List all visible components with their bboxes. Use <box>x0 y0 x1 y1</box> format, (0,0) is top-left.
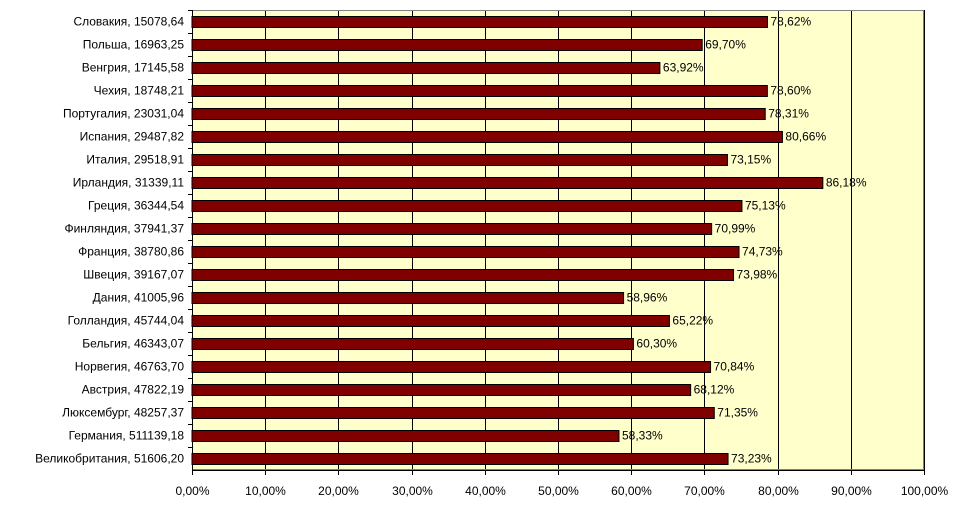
bar <box>191 223 713 235</box>
bar <box>191 384 692 396</box>
bar-value-label: 75,13% <box>745 199 786 213</box>
bar <box>191 338 634 350</box>
bar <box>191 131 783 143</box>
x-tick-label: 20,00% <box>318 484 359 498</box>
x-tick-label: 60,00% <box>611 484 652 498</box>
bar-value-label: 73,98% <box>737 268 778 282</box>
bar <box>191 16 768 28</box>
bar-value-label: 74,73% <box>742 245 783 259</box>
x-tick-label: 100,00% <box>901 484 949 498</box>
bar-value-label: 73,23% <box>731 452 772 466</box>
bar <box>191 361 712 373</box>
category-label: Дания, 41005,96 <box>93 291 185 305</box>
bar-value-label: 73,15% <box>730 153 771 167</box>
bar-value-label: 69,70% <box>705 38 746 52</box>
bar <box>191 200 743 212</box>
category-label: Испания, 29487,82 <box>80 130 185 144</box>
bar <box>191 108 766 120</box>
bar-value-label: 71,35% <box>717 406 758 420</box>
category-label: Люксембург, 48257,37 <box>62 406 184 420</box>
bar-value-label: 70,84% <box>714 360 755 374</box>
category-label: Финляндия, 37941,37 <box>64 222 184 236</box>
bar-value-label: 80,66% <box>785 130 826 144</box>
bar-value-label: 58,96% <box>627 291 668 305</box>
bar-value-label: 78,62% <box>770 15 811 29</box>
bar <box>191 407 715 419</box>
category-label: Словакия, 15078,64 <box>73 15 184 29</box>
category-label: Франция, 38780,86 <box>78 245 184 259</box>
bar-value-label: 65,22% <box>672 314 713 328</box>
category-label: Голландия, 45744,04 <box>68 314 185 328</box>
bar <box>191 154 728 166</box>
category-label: Венгрия, 17145,58 <box>82 61 185 75</box>
category-label: Греция, 36344,54 <box>88 199 184 213</box>
bar <box>191 269 735 281</box>
bar-value-label: 70,99% <box>715 222 756 236</box>
bar-value-label: 78,31% <box>768 107 809 121</box>
bar <box>191 246 740 258</box>
bar-value-label: 78,60% <box>770 84 811 98</box>
category-label: Великобритания, 51606,20 <box>35 452 184 466</box>
bar-value-label: 68,12% <box>694 383 735 397</box>
x-tick-label: 10,00% <box>245 484 286 498</box>
bar <box>191 85 768 97</box>
bar <box>191 177 824 189</box>
x-tick-label: 50,00% <box>538 484 579 498</box>
category-label: Португалия, 23031,04 <box>63 107 184 121</box>
bar-value-label: 63,92% <box>663 61 704 75</box>
x-tick-label: 30,00% <box>392 484 433 498</box>
category-label: Бельгия, 46343,07 <box>82 337 184 351</box>
bar <box>191 315 670 327</box>
x-tick-label: 0,00% <box>175 484 209 498</box>
x-tick-label: 80,00% <box>758 484 799 498</box>
bar <box>191 62 661 74</box>
bar-value-label: 60,30% <box>636 337 677 351</box>
bar-value-label: 58,33% <box>622 429 663 443</box>
bar-value-label: 86,18% <box>826 176 867 190</box>
category-label: Германия, 511139,18 <box>69 429 185 443</box>
category-label: Швеция, 39167,07 <box>83 268 184 282</box>
category-label: Польша, 16963,25 <box>83 38 185 52</box>
x-tick-label: 70,00% <box>684 484 725 498</box>
x-tick-label: 90,00% <box>831 484 872 498</box>
bar <box>191 430 620 442</box>
bar <box>191 39 703 51</box>
category-label: Австрия, 47822,19 <box>82 383 185 397</box>
category-label: Италия, 29518,91 <box>86 153 184 167</box>
category-label: Чехия, 18748,21 <box>94 84 185 98</box>
category-label: Норвегия, 46763,70 <box>75 360 185 374</box>
bar <box>191 453 729 465</box>
x-tick-label: 40,00% <box>465 484 506 498</box>
bar <box>191 292 625 304</box>
category-label: Ирландия, 31339,11 <box>73 176 185 190</box>
